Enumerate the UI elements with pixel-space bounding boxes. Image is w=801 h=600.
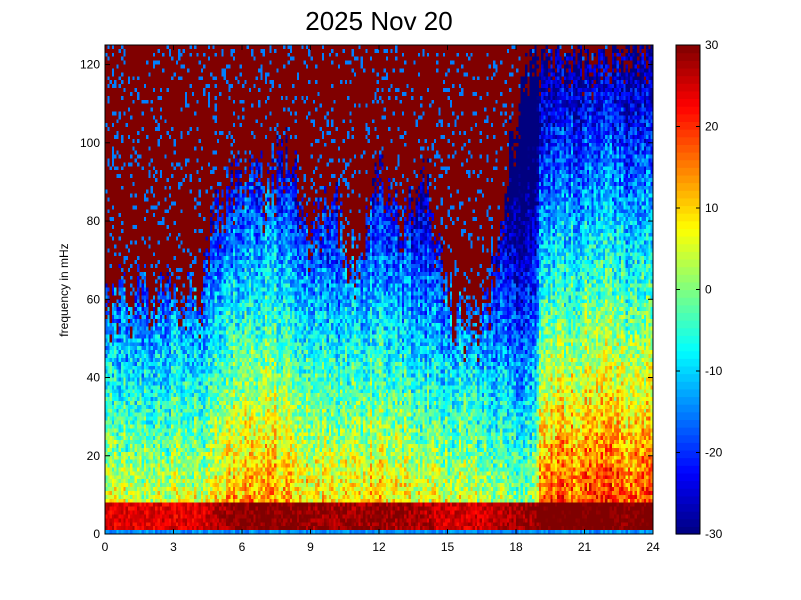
colorbar-segment <box>676 411 700 420</box>
colorbar: 30 20 10 0 -10 -20 -30 <box>675 38 723 541</box>
colorbar-segment <box>676 495 700 505</box>
colorbar-segment <box>676 442 700 451</box>
colorbar-segment <box>676 312 700 321</box>
colorbar-segment <box>676 373 700 382</box>
colorbar-segment <box>676 281 700 291</box>
colorbar-segment <box>676 388 700 398</box>
colorbar-segment <box>676 449 700 459</box>
x-tick-label: 3 <box>170 540 177 554</box>
colorbar-segment <box>676 236 700 245</box>
colorbar-tick-label: 0 <box>705 283 712 297</box>
y-tick-label: 20 <box>87 449 101 463</box>
colorbar-segment <box>676 480 700 489</box>
colorbar-segment <box>676 511 700 520</box>
colorbar-tick-label: 30 <box>705 38 719 52</box>
colorbar-segment <box>676 258 700 268</box>
y-tick-label: 0 <box>93 527 100 541</box>
colorbar-segment <box>676 182 700 191</box>
colorbar-segment <box>676 419 700 428</box>
colorbar-segment <box>676 518 700 527</box>
colorbar-segment <box>676 274 700 283</box>
colorbar-segment <box>676 335 700 344</box>
colorbar-segment <box>676 121 700 130</box>
colorbar-segment <box>676 159 700 168</box>
colorbar-tick-label: 10 <box>705 201 719 215</box>
colorbar-segment <box>676 151 700 161</box>
colorbar-tick-label: -20 <box>705 446 723 460</box>
colorbar-segment <box>676 174 700 184</box>
colorbar-segment <box>676 144 700 153</box>
colorbar-segment <box>676 67 700 77</box>
x-tick-label: 18 <box>509 540 523 554</box>
colorbar-segment <box>676 503 700 512</box>
colorbar-segment <box>676 52 700 61</box>
colorbar-segment <box>676 60 700 69</box>
colorbar-segment <box>676 434 700 443</box>
colorbar-segment <box>676 75 700 84</box>
x-tick-label: 6 <box>239 540 246 554</box>
colorbar-segment <box>676 190 700 199</box>
colorbar-segment <box>676 113 700 123</box>
colorbar-segment <box>676 526 700 535</box>
y-tick-label: 80 <box>87 214 101 228</box>
colorbar-segment <box>676 327 700 336</box>
colorbar-segment <box>676 205 700 214</box>
colorbar-segment <box>676 251 700 260</box>
colorbar-segment <box>676 197 700 207</box>
x-tick-label: 12 <box>372 540 386 554</box>
colorbar-tick-label: -10 <box>705 364 723 378</box>
y-axis: 0 20 40 60 80 100 120 <box>80 58 653 541</box>
x-tick-label: 15 <box>441 540 455 554</box>
colorbar-segment <box>676 396 700 405</box>
colorbar-tick-label: -30 <box>705 527 723 541</box>
colorbar-segment <box>676 358 700 367</box>
colorbar-segment <box>676 213 700 222</box>
chart-title: 2025 Nov 20 <box>305 6 453 36</box>
colorbar-segment <box>676 243 700 252</box>
y-tick-label: 120 <box>80 58 100 72</box>
x-tick-label: 24 <box>646 540 660 554</box>
colorbar-segment <box>676 427 700 436</box>
y-tick-label: 60 <box>87 292 101 306</box>
colorbar-segment <box>676 342 700 352</box>
colorbar-segment <box>676 404 700 413</box>
y-tick-label: 40 <box>87 371 101 385</box>
colorbar-segment <box>676 220 700 229</box>
colorbar-segment <box>676 488 700 497</box>
colorbar-segment <box>676 457 700 466</box>
colorbar-segment <box>676 304 700 314</box>
colorbar-tick-label: 20 <box>705 120 719 134</box>
x-tick-label: 21 <box>578 540 592 554</box>
x-tick-label: 9 <box>307 540 314 554</box>
colorbar-segment <box>676 472 700 482</box>
heatmap-image <box>105 45 653 534</box>
colorbar-segment <box>676 228 700 237</box>
colorbar-segment <box>676 90 700 100</box>
colorbar-segment <box>676 98 700 107</box>
colorbar-segment <box>676 167 700 176</box>
colorbar-segment <box>676 350 700 359</box>
colorbar-segment <box>676 465 700 474</box>
colorbar-segment <box>676 106 700 115</box>
colorbar-segment <box>676 381 700 390</box>
colorbar-segment <box>676 289 700 298</box>
colorbar-segment <box>676 83 700 92</box>
x-axis: 0 3 6 9 12 15 18 21 24 <box>102 45 660 554</box>
colorbar-segment <box>676 365 700 375</box>
colorbar-segment <box>676 266 700 275</box>
colorbar-segment <box>676 45 700 54</box>
y-tick-label: 100 <box>80 136 100 150</box>
x-tick-label: 0 <box>102 540 109 554</box>
colorbar-segment <box>676 136 700 145</box>
colorbar-segment <box>676 320 700 329</box>
heatmap-cells <box>105 45 653 534</box>
colorbar-segment <box>676 297 700 306</box>
colorbar-segment <box>676 129 700 138</box>
